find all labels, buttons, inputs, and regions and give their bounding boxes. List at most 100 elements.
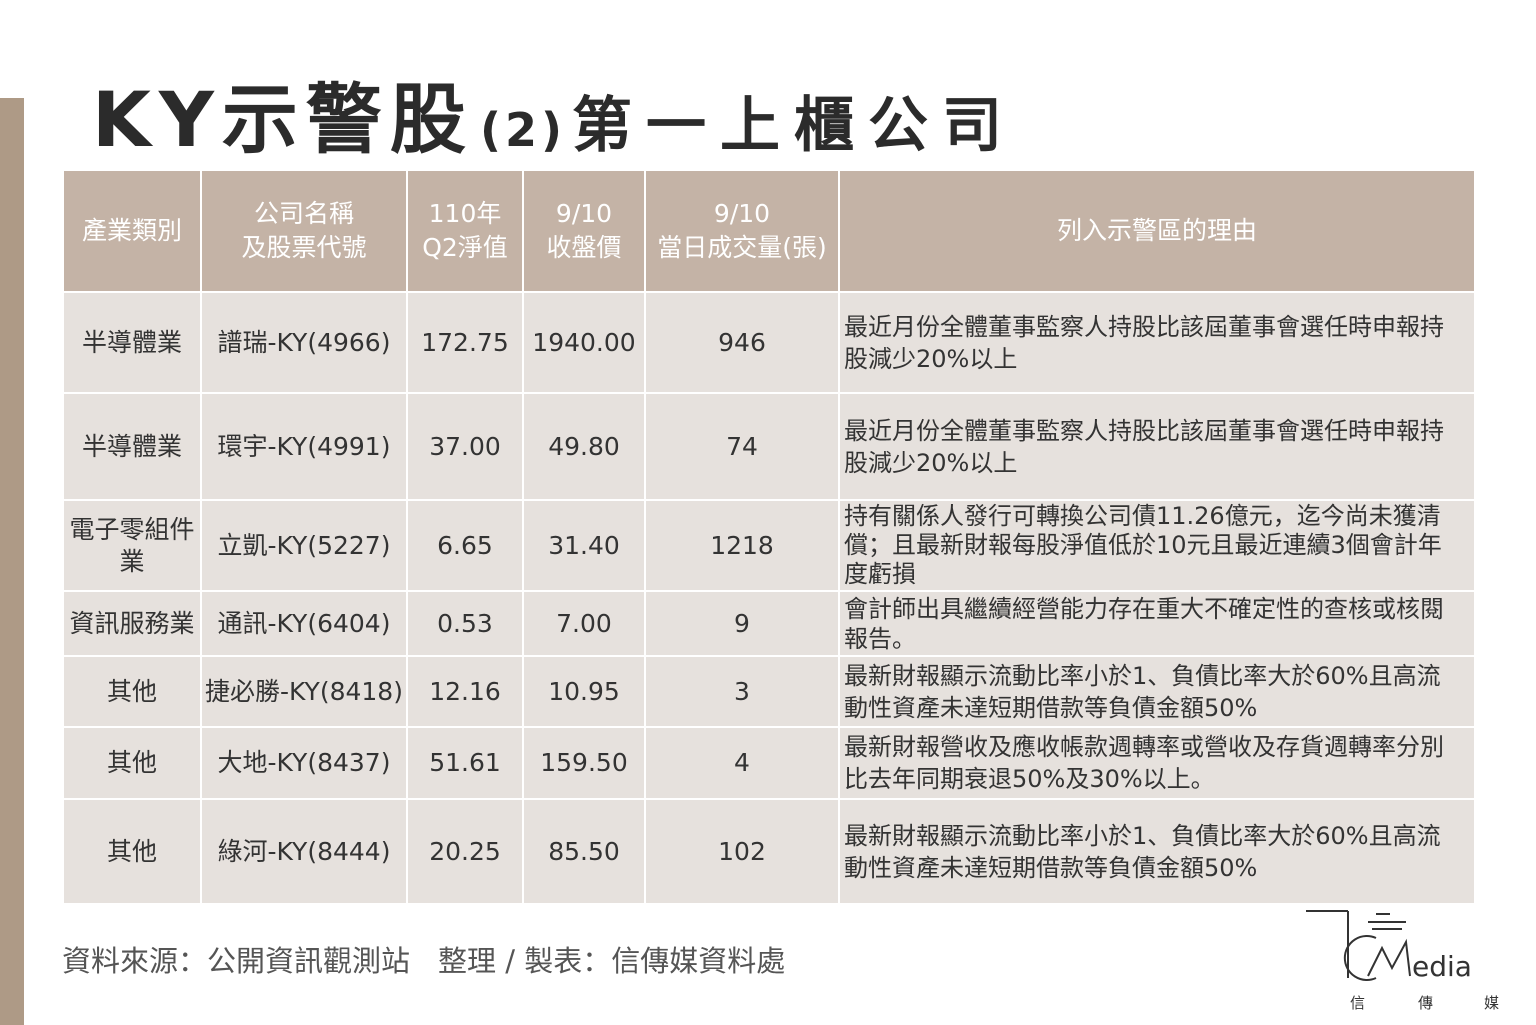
reason-line: 會計師出具繼續經營能力存在重大不確定性的查核或核閱 (844, 594, 1444, 623)
table-row: 其他 綠河-KY(8444) 20.25 85.50 102 最新財報顯示流動比… (62, 798, 1476, 905)
reason-line: 最新財報顯示流動比率小於1、負債比率大於60%且高流 (844, 661, 1441, 690)
reason-line: 持有關係人發行可轉換公司債11.26億元，迄今尚未獲清 (844, 502, 1441, 530)
header-industry-line: 產業類別 (81, 216, 182, 245)
company-cell: 譜瑞-KY(4966) (200, 291, 408, 394)
industry-cell: 電子零組件 業 (62, 499, 202, 592)
nav-cell: 51.61 (406, 726, 524, 800)
reason-line: 償；且最新財報每股淨值低於10元且最近連續3個會計年 (844, 531, 1442, 559)
reason-line: 度虧損 (844, 560, 916, 588)
table-row: 其他 大地-KY(8437) 51.61 159.50 4 最新財報營收及應收帳… (62, 726, 1476, 800)
table-row: 資訊服務業 通訊-KY(6404) 0.53 7.00 9 會計師出具繼續經營能… (62, 590, 1476, 657)
reason-cell: 會計師出具繼續經營能力存在重大不確定性的查核或核閱 報告。 (838, 590, 1476, 657)
table-header-row: 產業類別 公司名稱 及股票代號 110年 Q2淨值 9/10 收盤價 9/10 … (62, 169, 1476, 293)
reason-cell: 最新財報顯示流動比率小於1、負債比率大於60%且高流 動性資產未達短期借款等負債… (838, 655, 1476, 728)
volume-cell: 3 (644, 655, 840, 728)
volume-cell: 9 (644, 590, 840, 657)
industry-cell: 半導體業 (62, 392, 202, 501)
reason-line: 報告。 (844, 624, 916, 653)
industry-line: 其他 (106, 676, 157, 706)
company-cell: 捷必勝-KY(8418) (200, 655, 408, 728)
compiled-by-text: 整理 / 製表：信傳媒資料處 (438, 944, 786, 978)
title-main: KY示警股 (92, 75, 474, 164)
reason-line: 最新財報營收及應收帳款週轉率或營收及存貨週轉率分別 (844, 733, 1444, 761)
header-volume-line-2: 當日成交量(張) (657, 233, 827, 262)
volume-cell: 102 (644, 798, 840, 905)
industry-line: 業 (119, 546, 145, 576)
reason-line: 動性資產未達短期借款等負債金額50% (844, 693, 1258, 722)
industry-cell: 其他 (62, 798, 202, 905)
close-cell: 7.00 (522, 590, 646, 657)
title-part-number: (2) (479, 103, 566, 157)
company-cell: 大地-KY(8437) (200, 726, 408, 800)
logo-cn-char-1: 信 (1350, 994, 1365, 1012)
reason-line: 動性資產未達短期借款等負債金額50% (844, 853, 1258, 882)
header-industry: 產業類別 (62, 169, 202, 293)
source-footer: 資料來源：公開資訊觀測站 整理 / 製表：信傳媒資料處 (62, 938, 785, 980)
reason-line: 最近月份全體董事監察人持股比該屆董事會選任時申報持 (844, 312, 1444, 341)
volume-cell: 946 (644, 291, 840, 394)
reason-line: 最新財報顯示流動比率小於1、負債比率大於60%且高流 (844, 821, 1441, 850)
industry-line: 其他 (106, 836, 157, 866)
header-company: 公司名稱 及股票代號 (200, 169, 408, 293)
header-reason-line: 列入示警區的理由 (1056, 216, 1257, 245)
nav-cell: 20.25 (406, 798, 524, 905)
table-row: 電子零組件 業 立凱-KY(5227) 6.65 31.40 1218 持有關係… (62, 499, 1476, 592)
close-cell: 31.40 (522, 499, 646, 592)
reason-line: 股減少20%以上 (844, 344, 1018, 373)
table-row: 半導體業 譜瑞-KY(4966) 172.75 1940.00 946 最近月份… (62, 291, 1476, 394)
industry-line: 其他 (106, 748, 157, 777)
header-reason: 列入示警區的理由 (838, 169, 1476, 293)
reason-cell: 持有關係人發行可轉換公司債11.26億元，迄今尚未獲清 償；且最新財報每股淨值低… (838, 499, 1476, 592)
nav-cell: 172.75 (406, 291, 524, 394)
close-cell: 1940.00 (522, 291, 646, 394)
volume-cell: 4 (644, 726, 840, 800)
company-cell: 立凱-KY(5227) (200, 499, 408, 592)
industry-line: 資訊服務業 (69, 608, 195, 638)
industry-line: 半導體業 (81, 431, 182, 461)
header-close-line-2: 收盤價 (546, 233, 622, 262)
nav-cell: 6.65 (406, 499, 524, 592)
header-company-line-2: 及股票代號 (241, 233, 367, 262)
volume-cell: 74 (644, 392, 840, 501)
reason-line: 股減少20%以上 (844, 448, 1018, 477)
volume-cell: 1218 (644, 499, 840, 592)
left-accent-bar (0, 98, 24, 1025)
industry-line: 半導體業 (81, 327, 182, 357)
header-close-line-1: 9/10 (555, 199, 613, 228)
nav-cell: 37.00 (406, 392, 524, 501)
reason-line: 比去年同期衰退50%及30%以上。 (844, 765, 1215, 793)
industry-cell: 半導體業 (62, 291, 202, 394)
nav-cell: 0.53 (406, 590, 524, 657)
ky-warning-table: 產業類別 公司名稱 及股票代號 110年 Q2淨值 9/10 收盤價 9/10 … (62, 169, 1476, 905)
reason-line: 最近月份全體董事監察人持股比該屆董事會選任時申報持 (844, 416, 1444, 445)
logo-cn-char-2: 傳 (1418, 994, 1433, 1012)
company-cell: 通訊-KY(6404) (200, 590, 408, 657)
reason-cell: 最新財報營收及應收帳款週轉率或營收及存貨週轉率分別 比去年同期衰退50%及30%… (838, 726, 1476, 800)
close-cell: 85.50 (522, 798, 646, 905)
company-cell: 環宇-KY(4991) (200, 392, 408, 501)
header-company-line-1: 公司名稱 (253, 199, 354, 228)
header-nav-line-2: Q2淨值 (422, 233, 508, 262)
close-cell: 159.50 (522, 726, 646, 800)
table-row: 半導體業 環宇-KY(4991) 37.00 49.80 74 最近月份全體董事… (62, 392, 1476, 501)
nav-cell: 12.16 (406, 655, 524, 728)
reason-cell: 最新財報顯示流動比率小於1、負債比率大於60%且高流 動性資產未達短期借款等負債… (838, 798, 1476, 905)
header-nav: 110年 Q2淨值 (406, 169, 524, 293)
industry-cell: 其他 (62, 726, 202, 800)
industry-line: 電子零組件 (69, 514, 195, 544)
reason-cell: 最近月份全體董事監察人持股比該屆董事會選任時申報持 股減少20%以上 (838, 392, 1476, 501)
reason-cell: 最近月份全體董事監察人持股比該屆董事會選任時申報持 股減少20%以上 (838, 291, 1476, 394)
header-close: 9/10 收盤價 (522, 169, 646, 293)
header-nav-line-1: 110年 (428, 199, 502, 228)
logo-cn-char-3: 媒 (1484, 994, 1499, 1012)
header-volume: 9/10 當日成交量(張) (644, 169, 840, 293)
page-title: KY示警股 (2) 第一上櫃公司 (92, 58, 1016, 164)
company-cell: 綠河-KY(8444) (200, 798, 408, 905)
source-text: 資料來源：公開資訊觀測站 (62, 944, 411, 978)
close-cell: 10.95 (522, 655, 646, 728)
industry-cell: 資訊服務業 (62, 590, 202, 657)
media-logo: edia 信 傳 媒 (1306, 910, 1499, 1012)
table-row: 其他 捷必勝-KY(8418) 12.16 10.95 3 最新財報顯示流動比率… (62, 655, 1476, 728)
header-volume-line-1: 9/10 (713, 199, 771, 228)
industry-cell: 其他 (62, 655, 202, 728)
